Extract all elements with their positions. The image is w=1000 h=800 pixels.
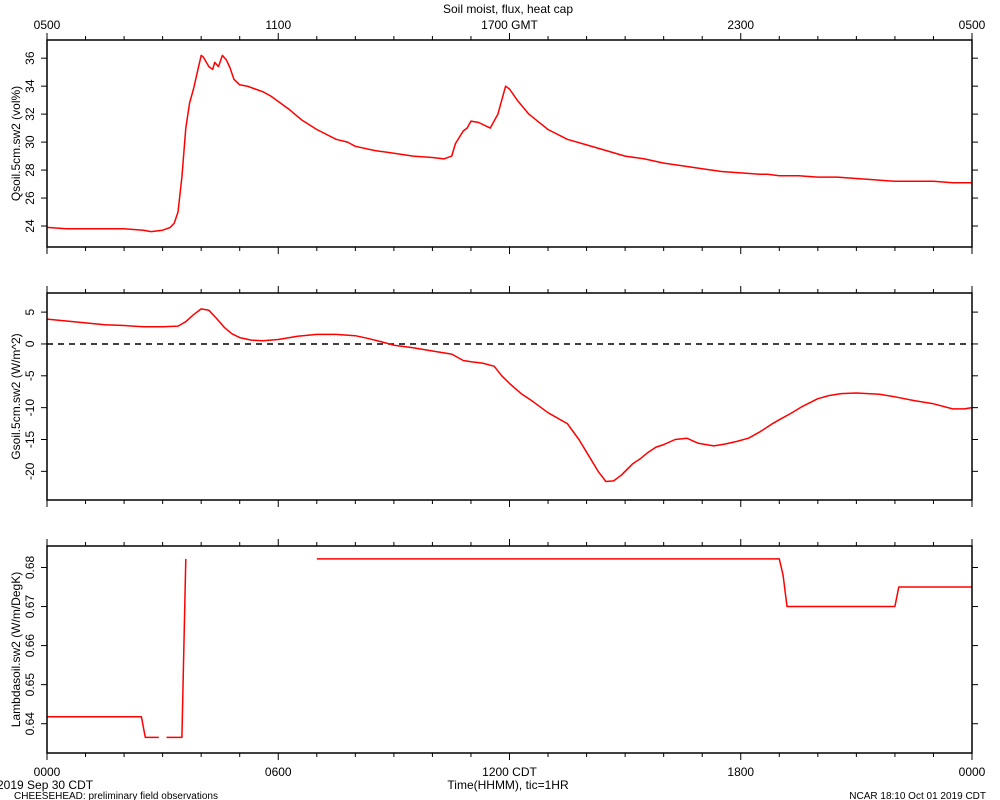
panel-soil-heat-flux: 5 0 -5 -10 -15 -20 Gsoil.5cm.sw2 (W/m^2) — [9, 286, 978, 507]
footer-right-note: NCAR 18:10 Oct 01 2019 CDT — [849, 791, 986, 800]
plot-frame-soil-moisture — [46, 39, 973, 248]
y-tick-label: 26 — [23, 191, 37, 205]
series-segment-1 — [166, 558, 187, 739]
series-segment-2 — [316, 558, 972, 608]
y-tick-label: 36 — [23, 51, 37, 65]
y-tick-label: 5 — [23, 308, 37, 315]
top-axis-tick-label: 0500 — [34, 18, 61, 32]
top-axis-tick-label: 1700 GMT — [481, 18, 538, 32]
y-tick-label: 0 — [23, 340, 37, 347]
y-tick-label: 28 — [23, 163, 37, 177]
y-tick-label: 34 — [23, 79, 37, 93]
bottom-axis-tick-label: 0600 — [265, 765, 292, 779]
y-tick-labels-thermal-conductivity: 0.64 0.65 0.66 0.67 0.68 — [23, 555, 37, 735]
y-tick-label: -15 — [23, 430, 37, 448]
panel-thermal-conductivity: 0.64 0.65 0.66 0.67 0.68 Lambdasoil.sw2 (W/m… — [9, 539, 978, 760]
bottom-axis-tick-label: 0000 — [34, 765, 61, 779]
series-segment-0 — [47, 715, 159, 739]
y-axis-label-thermal-conductivity: Lambdasoil.sw2 (W/m/DegK) — [9, 572, 23, 727]
footer-left-note: CHEESEHEAD: preliminary field observatio… — [14, 791, 218, 800]
plot-frame-thermal-conductivity — [46, 545, 973, 754]
y-tick-label: 32 — [23, 107, 37, 121]
y-tick-label: 30 — [23, 135, 37, 149]
y-tick-label: 0.67 — [23, 595, 37, 619]
bottom-axis-tick-label: 1800 — [727, 765, 754, 779]
y-tick-label: 0.68 — [23, 555, 37, 579]
bottom-axis-cdt-labels: 0000 0600 1200 CDT 1800 0000 — [34, 765, 986, 779]
panel-soil-moisture: 24 26 28 30 32 34 36 Qsoil.5cm.sw2 (vol%) — [9, 33, 978, 254]
bottom-axis-tick-label: 0000 — [959, 765, 986, 779]
y-tick-label: -20 — [23, 462, 37, 480]
y-tick-label: 0.64 — [23, 712, 37, 736]
y-tick-label: 0.65 — [23, 673, 37, 697]
x-axis-label: Time(HHMM), tic=1HR — [447, 778, 569, 792]
date-label: 2019 Sep 30 CDT — [0, 778, 94, 792]
y-tick-label: -5 — [23, 370, 37, 381]
series-lines-thermal-conductivity — [47, 558, 972, 739]
y-tick-labels-soil-moisture: 24 26 28 30 32 34 36 — [23, 51, 37, 233]
y-axis-label-soil-moisture: Qsoil.5cm.sw2 (vol%) — [9, 86, 23, 201]
y-tick-label: 24 — [23, 219, 37, 233]
ticks-soil-heat-flux — [41, 286, 978, 507]
top-axis-tick-label: 0500 — [959, 18, 986, 32]
top-axis-tick-label: 1100 — [265, 18, 291, 32]
chart-title: Soil moist, flux, heat cap — [443, 2, 573, 16]
plot-frame-soil-heat-flux — [46, 292, 973, 501]
y-axis-label-soil-heat-flux: Gsoil.5cm.sw2 (W/m^2) — [9, 333, 23, 459]
ticks-soil-moisture — [41, 33, 978, 254]
top-axis-gmt-labels: 0500 1100 1700 GMT 2300 0500 — [34, 18, 986, 32]
y-tick-label: 0.66 — [23, 634, 37, 658]
y-tick-label: -10 — [23, 399, 37, 417]
bottom-axis-tick-label: 1200 CDT — [482, 765, 537, 779]
top-axis-tick-label: 2300 — [727, 18, 754, 32]
series-line-soil-moisture — [46, 54, 972, 233]
y-tick-labels-soil-heat-flux: 5 0 -5 -10 -15 -20 — [23, 308, 37, 480]
series-line-soil-heat-flux — [46, 308, 973, 483]
